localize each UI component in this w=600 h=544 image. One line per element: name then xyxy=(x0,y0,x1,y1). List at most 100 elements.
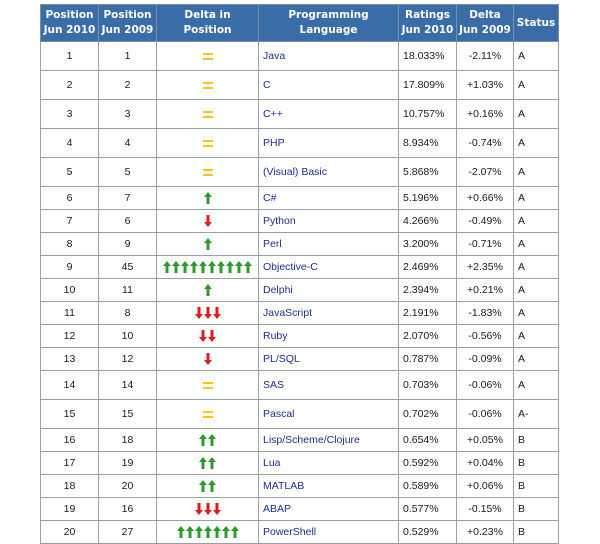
delta-position-cell xyxy=(156,70,259,100)
status-cell: A xyxy=(513,301,559,325)
rating-cell: 0.592% xyxy=(398,451,457,475)
delta-position-cell xyxy=(156,370,259,400)
position-2009-cell: 14 xyxy=(98,370,157,400)
rating-cell: 3.200% xyxy=(398,232,457,256)
delta-cell: -0.49% xyxy=(456,209,514,233)
rating-cell: 4.266% xyxy=(398,209,457,233)
up-arrow-icon xyxy=(235,261,243,274)
table-row: 18 20 MATLAB 0.589% +0.06% B xyxy=(40,474,559,498)
down-arrow-icon xyxy=(203,503,212,516)
down-arrow-icon xyxy=(203,215,212,228)
up-arrow-icon xyxy=(226,261,234,274)
rating-cell: 17.809% xyxy=(398,70,457,100)
position-2010-cell: 13 xyxy=(40,347,99,371)
language-cell: Perl xyxy=(258,232,399,256)
delta-cell: -0.56% xyxy=(456,324,514,348)
position-2010-cell: 16 xyxy=(40,428,99,452)
position-2009-cell: 10 xyxy=(98,324,157,348)
language-cell: PowerShell xyxy=(258,520,399,544)
up-arrow-icon xyxy=(203,526,212,539)
position-2009-cell: 15 xyxy=(98,399,157,429)
delta-position-cell xyxy=(156,255,259,279)
position-2009-cell: 18 xyxy=(98,428,157,452)
table-row: 6 7 C# 5.196% +0.66% A xyxy=(40,186,559,210)
up-arrow-icon xyxy=(208,434,216,447)
rating-cell: 5.868% xyxy=(398,157,457,187)
down-arrow-icon xyxy=(194,307,203,320)
status-cell: A xyxy=(513,347,559,371)
up-arrow-icon xyxy=(208,480,216,493)
header-position-2009: Position Jun 2009 xyxy=(98,4,157,42)
language-cell: SAS xyxy=(258,370,399,400)
up-arrow-icon xyxy=(163,261,171,274)
table-row: 4 4 PHP 8.934% -0.74% A xyxy=(40,128,559,158)
position-2010-cell: 10 xyxy=(40,278,99,302)
delta-position-cell xyxy=(156,99,259,129)
position-2010-cell: 12 xyxy=(40,324,99,348)
delta-position-cell xyxy=(156,520,259,544)
position-2010-cell: 15 xyxy=(40,399,99,429)
language-cell: Pascal xyxy=(258,399,399,429)
position-2009-cell: 5 xyxy=(98,157,157,187)
rating-cell: 0.654% xyxy=(398,428,457,452)
table-row: 5 5 (Visual) Basic 5.868% -2.07% A xyxy=(40,157,559,187)
position-2009-cell: 20 xyxy=(98,474,157,498)
up-arrow-icon xyxy=(199,457,207,470)
ranking-table-container: Position Jun 2010 Position Jun 2009 Delta … xyxy=(40,4,559,544)
status-cell: B xyxy=(513,451,559,475)
status-cell: A xyxy=(513,209,559,233)
rating-cell: 8.934% xyxy=(398,128,457,158)
table-row: 17 19 Lua 0.592% +0.04% B xyxy=(40,451,559,475)
up-arrow-icon xyxy=(199,480,207,493)
language-ranking-table: Position Jun 2010 Position Jun 2009 Delta … xyxy=(40,4,559,544)
table-row: 3 3 C++ 10.757% +0.16% A xyxy=(40,99,559,129)
delta-cell: -0.71% xyxy=(456,232,514,256)
status-cell: B xyxy=(513,520,559,544)
position-2010-cell: 19 xyxy=(40,497,99,521)
status-cell: B xyxy=(513,497,559,521)
delta-cell: +0.04% xyxy=(456,451,514,475)
delta-cell: +2.35% xyxy=(456,255,514,279)
header-row: Position Jun 2010 Position Jun 2009 Delta … xyxy=(40,4,559,42)
delta-position-cell xyxy=(156,209,259,233)
position-2009-cell: 8 xyxy=(98,301,157,325)
table-row: 1 1 Java 18.033% -2.11% A xyxy=(40,41,559,71)
up-arrow-icon xyxy=(181,261,189,274)
position-2010-cell: 3 xyxy=(40,99,99,129)
table-row: 2 2 C 17.809% +1.03% A xyxy=(40,70,559,100)
language-cell: ABAP xyxy=(258,497,399,521)
up-arrow-icon xyxy=(203,192,212,205)
table-row: 9 45 Objective-C 2.469% +2.35% A xyxy=(40,255,559,279)
language-cell: C# xyxy=(258,186,399,210)
position-2010-cell: 17 xyxy=(40,451,99,475)
position-2009-cell: 2 xyxy=(98,70,157,100)
position-2009-cell: 3 xyxy=(98,99,157,129)
down-arrow-icon xyxy=(212,307,221,320)
up-arrow-icon xyxy=(203,284,212,297)
delta-cell: +0.66% xyxy=(456,186,514,210)
equal-icon xyxy=(202,52,213,60)
up-arrow-icon xyxy=(221,526,230,539)
delta-position-cell xyxy=(156,186,259,210)
delta-cell: +0.21% xyxy=(456,278,514,302)
table-row: 10 11 Delphi 2.394% +0.21% A xyxy=(40,278,559,302)
up-arrow-icon xyxy=(199,261,207,274)
position-2009-cell: 9 xyxy=(98,232,157,256)
status-cell: B xyxy=(513,474,559,498)
rating-cell: 2.469% xyxy=(398,255,457,279)
position-2009-cell: 16 xyxy=(98,497,157,521)
status-cell: A xyxy=(513,157,559,187)
header-position-2010: Position Jun 2010 xyxy=(40,4,99,42)
delta-position-cell xyxy=(156,497,259,521)
rating-cell: 18.033% xyxy=(398,41,457,71)
down-arrow-icon xyxy=(208,330,216,343)
up-arrow-icon xyxy=(176,526,185,539)
rating-cell: 0.787% xyxy=(398,347,457,371)
position-2009-cell: 12 xyxy=(98,347,157,371)
status-cell: A xyxy=(513,186,559,210)
position-2009-cell: 19 xyxy=(98,451,157,475)
position-2009-cell: 1 xyxy=(98,41,157,71)
language-cell: Delphi xyxy=(258,278,399,302)
up-arrow-icon xyxy=(208,261,216,274)
delta-position-cell xyxy=(156,324,259,348)
